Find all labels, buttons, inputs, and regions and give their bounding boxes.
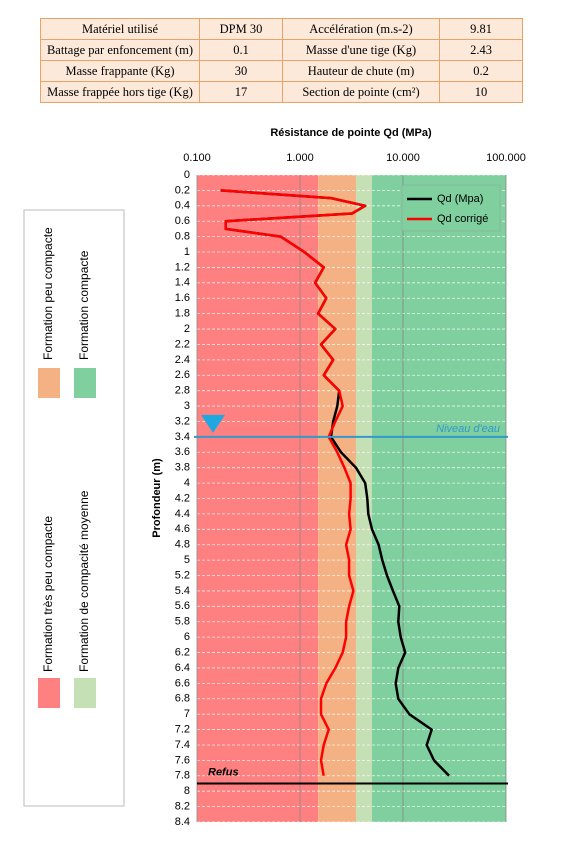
y-tick-label: 7.8: [175, 770, 190, 782]
legend-label: Qd (Mpa): [437, 193, 483, 205]
y-tick-label: 4.4: [175, 508, 190, 520]
y-tick-label: 4.8: [175, 539, 190, 551]
y-tick-label: 6.2: [175, 646, 190, 658]
zone-legend-label: Formation compacte: [77, 250, 91, 360]
legend-label: Qd corrigé: [437, 213, 488, 225]
table-value: 0.1: [199, 39, 283, 61]
y-tick-label: 5.6: [175, 600, 190, 612]
y-tick-label: 3.2: [175, 415, 190, 427]
y-tick-label: 2.4: [175, 354, 190, 366]
y-tick-label: 4.6: [175, 523, 190, 535]
y-tick-label: 6: [184, 631, 190, 643]
zone-legend-swatch: [38, 678, 60, 708]
y-tick-label: 0: [184, 169, 190, 181]
y-tick-label: 1.6: [175, 292, 190, 304]
zone-legend-box: [23, 209, 125, 807]
table-value: DPM 30: [199, 18, 283, 40]
legend-box: [401, 184, 501, 232]
y-tick-label: 3.8: [175, 462, 190, 474]
y-tick-label: 4: [184, 477, 190, 489]
annotation-label: Niveau d'eau: [436, 423, 500, 435]
table-label: Section de pointe (cm²): [282, 81, 440, 103]
x-tick-label: 100.000: [486, 152, 526, 164]
y-tick-label: 2.8: [175, 385, 190, 397]
zone-legend-label: Formation très peu compacte: [41, 516, 55, 672]
y-tick-label: 7.4: [175, 739, 190, 751]
y-tick-label: 8.4: [175, 816, 190, 828]
table-row: Masse frappée hors tige (Kg) 17 Section de…: [40, 81, 523, 103]
table-label: Battage par enfoncement (m): [40, 39, 200, 61]
y-tick-label: 1.8: [175, 308, 190, 320]
parameter-table: Matériel utilisé DPM 30 Accélération (m.s-…: [40, 18, 523, 103]
y-tick-label: 4.2: [175, 492, 190, 504]
x-axis-title: Résistance de pointe Qd (MPa): [270, 127, 432, 139]
zone-legend-label: Formation peu compacte: [41, 227, 55, 360]
annotation-label: Refus: [208, 766, 239, 778]
zone-legend-swatch: [74, 678, 96, 708]
y-tick-label: 2.6: [175, 369, 190, 381]
y-tick-label: 1: [184, 246, 190, 258]
y-tick-label: 0.2: [175, 184, 190, 196]
y-tick-label: 6.4: [175, 662, 190, 674]
table-row: Battage par enfoncement (m) 0.1 Masse d'un…: [40, 39, 523, 61]
y-tick-label: 7: [184, 708, 190, 720]
y-tick-label: 0.6: [175, 215, 190, 227]
y-tick-label: 6.6: [175, 677, 190, 689]
y-tick-label: 5.2: [175, 569, 190, 581]
y-tick-label: 3.4: [175, 431, 190, 443]
y-tick-label: 6.8: [175, 693, 190, 705]
y-tick-label: 7.6: [175, 754, 190, 766]
x-tick-label: 10.000: [386, 152, 420, 164]
x-tick-label: 1.000: [286, 152, 314, 164]
y-tick-label: 2: [184, 323, 190, 335]
y-tick-label: 0.8: [175, 231, 190, 243]
y-tick-label: 5.4: [175, 585, 190, 597]
series-line: [220, 189, 367, 777]
table-label: Masse d'une tige (Kg): [282, 39, 440, 61]
y-tick-label: 1.4: [175, 277, 190, 289]
table-label: Matériel utilisé: [40, 18, 200, 40]
x-tick-label: 0.100: [183, 152, 211, 164]
y-tick-label: 8.2: [175, 801, 190, 813]
water-level-marker: [201, 414, 225, 433]
y-tick-label: 1.2: [175, 261, 190, 273]
zone-legend-label: Formation de compacité moyenne: [77, 490, 91, 672]
y-tick-label: 3: [184, 400, 190, 412]
y-tick-label: 7.2: [175, 723, 190, 735]
zone-legend-swatch: [38, 368, 60, 398]
zone-legend-swatch: [74, 368, 96, 398]
y-axis-title: Profondeur (m): [151, 458, 163, 538]
table-label: Masse frappante (Kg): [40, 60, 200, 82]
table-row: Masse frappante (Kg) 30 Hauteur de chute (…: [40, 60, 523, 82]
table-value: 10: [439, 81, 523, 103]
y-tick-label: 0.4: [175, 200, 190, 212]
y-tick-label: 3.6: [175, 446, 190, 458]
y-tick-label: 2.2: [175, 338, 190, 350]
y-tick-label: 5: [184, 554, 190, 566]
table-row: Matériel utilisé DPM 30 Accélération (m.s-…: [40, 18, 523, 40]
table-label: Masse frappée hors tige (Kg): [40, 81, 200, 103]
y-tick-label: 5.8: [175, 616, 190, 628]
table-label: Accélération (m.s-2): [282, 18, 440, 40]
table-label: Hauteur de chute (m): [282, 60, 440, 82]
y-tick-label: 8: [184, 785, 190, 797]
table-value: 17: [199, 81, 283, 103]
